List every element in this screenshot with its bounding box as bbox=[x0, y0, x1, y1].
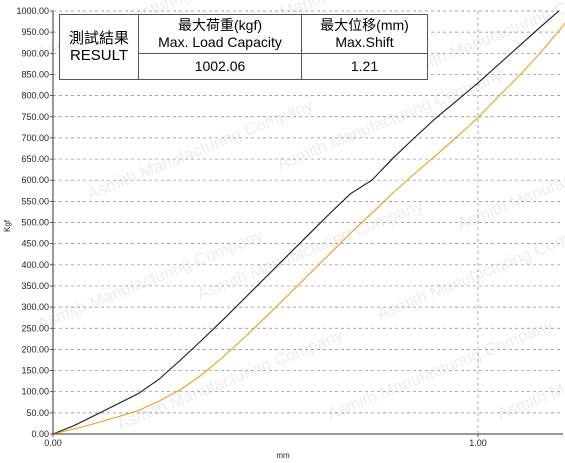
max-shift-header-zh: 最大位移(mm) bbox=[320, 17, 409, 33]
result-label-zh: 測試結果 bbox=[68, 30, 129, 47]
y-tick-label: 50.00 bbox=[26, 408, 49, 418]
watermark-text: Asmith Manufacturing Company bbox=[114, 325, 346, 433]
max-shift-header: 最大位移(mm) Max.Shift bbox=[301, 14, 428, 54]
x-tick-label: 1.00 bbox=[469, 438, 487, 448]
x-tick-labels: 0.00 1.00 bbox=[44, 434, 487, 448]
y-tick-label: 250.00 bbox=[21, 323, 49, 333]
y-tick-label: 650.00 bbox=[21, 154, 49, 164]
x-axis-title: mm bbox=[276, 451, 290, 460]
y-tick-label: 850.00 bbox=[21, 69, 49, 79]
y-axis-title: Kgf bbox=[3, 219, 12, 232]
y-tick-label: 100.00 bbox=[21, 387, 49, 397]
watermark-text: Asmith Manufacturing Company bbox=[274, 65, 506, 173]
y-tick-label: 950.00 bbox=[21, 27, 49, 37]
x-tick-label: 0.00 bbox=[44, 438, 62, 448]
y-tick-label: 1000.00 bbox=[16, 6, 49, 16]
series-line-1 bbox=[52, 10, 560, 435]
y-tick-label: 450.00 bbox=[21, 239, 49, 249]
y-tick-label: 700.00 bbox=[21, 133, 49, 143]
y-tick-label: 400.00 bbox=[21, 260, 49, 270]
y-tick-label: 150.00 bbox=[21, 366, 49, 376]
y-tick-label: 0.00 bbox=[31, 429, 49, 439]
series-line-2 bbox=[52, 21, 565, 435]
y-tick-label: 550.00 bbox=[21, 196, 49, 206]
max-load-header: 最大荷重(kgf) Max. Load Capacity bbox=[138, 14, 302, 54]
y-tick-label: 750.00 bbox=[21, 112, 49, 122]
y-tick-label: 300.00 bbox=[21, 302, 49, 312]
watermark-text: Asmith Manufacturing Company bbox=[84, 95, 316, 203]
watermark-text: Asmith Manufacturing Company bbox=[454, 125, 565, 233]
y-tick-label: 800.00 bbox=[21, 91, 49, 101]
y-tick-label: 200.00 bbox=[21, 344, 49, 354]
result-table: 測試結果 RESULT 最大荷重(kgf) Max. Load Capacity… bbox=[59, 14, 428, 80]
y-tick-label: 900.00 bbox=[21, 48, 49, 58]
max-shift-value: 1.21 bbox=[301, 53, 428, 80]
result-label-en: RESULT bbox=[69, 47, 129, 64]
series-group bbox=[52, 10, 565, 435]
max-load-value: 1002.06 bbox=[138, 53, 302, 80]
y-tick-label: 500.00 bbox=[21, 218, 49, 228]
y-tick-labels: 0.00 50.00 100.00 150.00 200.00 250.00 300.00 3… bbox=[16, 6, 53, 439]
max-load-header-en: Max. Load Capacity bbox=[158, 34, 282, 50]
max-load-header-zh: 最大荷重(kgf) bbox=[178, 17, 262, 33]
y-tick-label: 600.00 bbox=[21, 175, 49, 185]
result-label-cell: 測試結果 RESULT bbox=[59, 14, 139, 80]
max-shift-header-en: Max.Shift bbox=[335, 34, 394, 50]
y-tick-label: 350.00 bbox=[21, 281, 49, 291]
